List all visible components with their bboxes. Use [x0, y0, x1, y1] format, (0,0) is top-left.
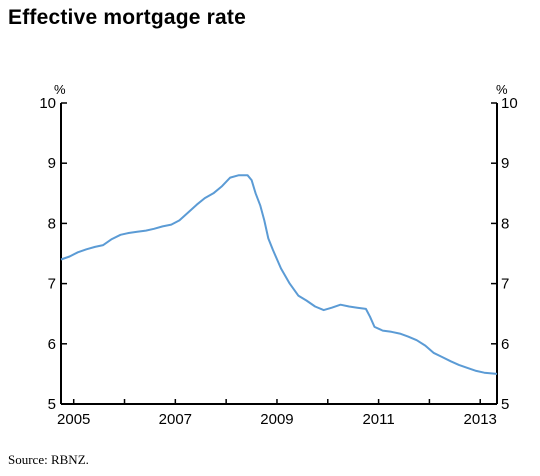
y-tick-label-left: 5	[48, 396, 56, 413]
y-tick-label-right: 8	[501, 215, 509, 232]
x-tick-label: 2011	[362, 411, 394, 428]
x-tick-label: 2007	[159, 411, 192, 428]
y-tick-label-left: 8	[48, 215, 56, 232]
y-tick-label-right: 10	[501, 95, 518, 112]
y-tick-label-left: 9	[48, 155, 56, 172]
y-tick-label-right: 9	[501, 155, 509, 172]
series-line	[60, 174, 498, 375]
y-tick-label-left: 7	[48, 276, 56, 293]
axis-labels: 5 5 6 6 7 7 8 8 9 9 10 10 2005 2007 2009 2011 2013	[39, 95, 517, 428]
axis-ticks	[61, 102, 497, 405]
y-tick-label-right: 7	[501, 276, 509, 293]
x-tick-label: 2009	[260, 411, 293, 428]
right-unit-label: %	[496, 82, 508, 97]
y-tick-label-right: 5	[501, 396, 509, 413]
y-tick-label-right: 6	[501, 336, 509, 353]
left-unit-label: %	[54, 82, 66, 97]
source-note: Source: RBNZ.	[8, 452, 89, 467]
y-tick-label-left: 6	[48, 336, 56, 353]
y-tick-label-left: 10	[39, 95, 56, 112]
x-tick-label: 2005	[57, 411, 90, 428]
plot-frame	[60, 103, 498, 405]
chart-title: Effective mortgage rate	[8, 6, 247, 29]
x-tick-label: 2013	[464, 411, 497, 428]
